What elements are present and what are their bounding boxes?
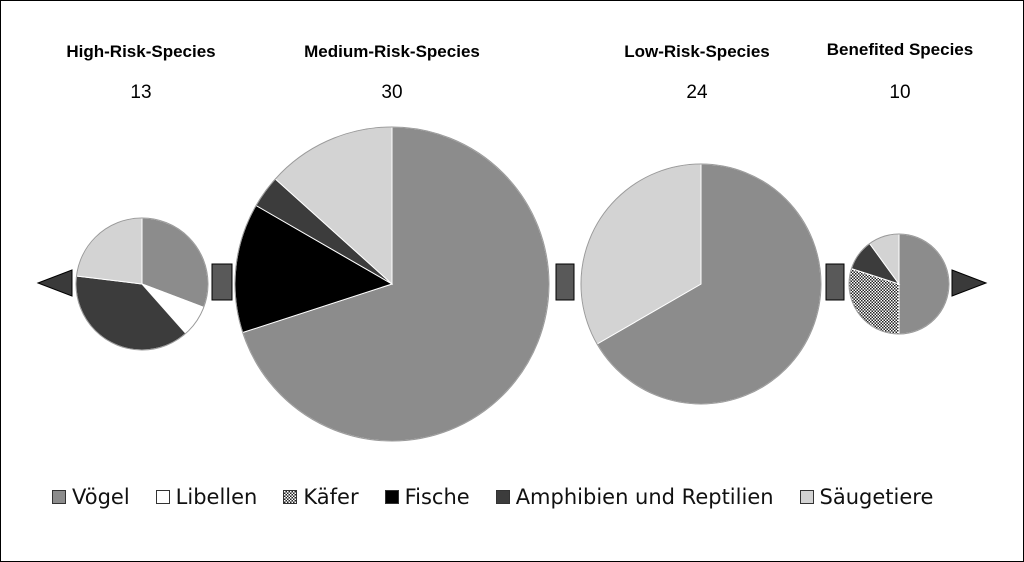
- pie-outline: [848, 233, 950, 335]
- pie-slice-saugetiere: [75, 217, 143, 285]
- arrow-left-tip: [36, 269, 73, 297]
- legend-label: Käfer: [303, 485, 359, 509]
- pie-outline: [234, 126, 550, 442]
- legend-item-kafer: Käfer: [283, 485, 359, 509]
- pie-outline: [75, 217, 209, 351]
- pie-outline: [580, 163, 822, 405]
- legend-label: Libellen: [175, 485, 258, 509]
- legend-item-vogel: Vögel: [52, 485, 130, 509]
- pie-count-medium-risk: 30: [381, 82, 403, 103]
- pie-title-high-risk: High-Risk-Species: [66, 42, 216, 61]
- legend-swatch: [495, 490, 510, 504]
- legend-swatch: [799, 490, 814, 504]
- legend-swatch: [52, 490, 66, 504]
- legend-label: Amphibien und Reptilien: [515, 485, 774, 509]
- legend-item-amphibien-und-reptilien: Amphibien und Reptilien: [495, 485, 774, 509]
- pies-layer: [75, 126, 950, 442]
- legend-swatch: [155, 490, 170, 504]
- pie-count-benefited: 10: [889, 82, 911, 103]
- legend-item-libellen: Libellen: [155, 485, 258, 509]
- legend-item-saugetiere: Säugetiere: [799, 485, 934, 509]
- pie-title-medium-risk: Medium-Risk-Species: [304, 42, 480, 61]
- pie-title-benefited: Benefited Species: [826, 40, 974, 59]
- legend-label: Säugetiere: [819, 485, 934, 509]
- pie-count-low-risk: 24: [686, 82, 708, 103]
- arrow-connector-2: [555, 263, 575, 301]
- legend-label: Fische: [404, 485, 470, 509]
- pie-slice-vogel: [898, 233, 950, 335]
- pie-title-low-risk: Low-Risk-Species: [624, 42, 770, 61]
- legend-item-fische: Fische: [384, 485, 470, 509]
- legend: Vögel Libellen Käfer Fische Amphibien und Re…: [52, 482, 933, 512]
- legend-swatch: [384, 490, 399, 504]
- pie-count-high-risk: 13: [130, 82, 152, 103]
- arrow-connector-1: [211, 263, 233, 301]
- arrow-connector-3: [825, 263, 845, 301]
- arrow-right-tip: [951, 269, 988, 297]
- legend-swatch: [283, 490, 298, 504]
- legend-label: Vögel: [72, 485, 130, 509]
